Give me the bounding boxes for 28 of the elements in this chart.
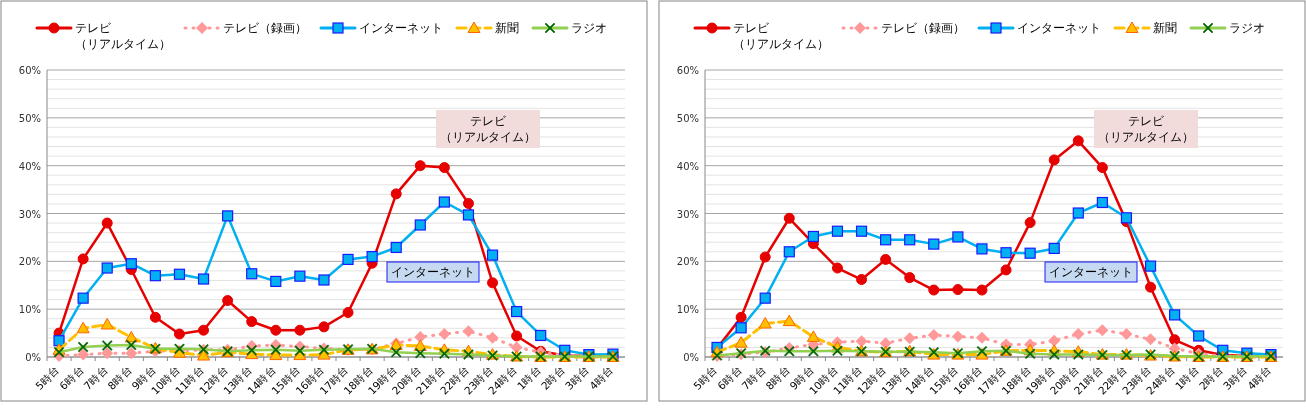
- y-tick-label: 60%: [676, 65, 699, 76]
- y-tick-label: 30%: [18, 208, 41, 220]
- legend-label: 新聞: [495, 21, 519, 35]
- y-tick-label: 40%: [18, 160, 41, 172]
- legend-label: テレビ（録画）: [223, 21, 307, 35]
- legend-label: ラジオ: [1229, 21, 1265, 35]
- legend-label: テレビ（リアルタイム）: [733, 21, 829, 52]
- y-tick-label: 60%: [18, 65, 41, 76]
- y-tick-label: 0%: [25, 352, 41, 363]
- annotation: インターネット: [1049, 265, 1133, 279]
- legend-label: テレビ（リアルタイム）: [75, 21, 171, 52]
- annotation: テレビ（リアルタイム）: [440, 114, 536, 145]
- y-tick-label: 20%: [676, 256, 699, 268]
- y-tick-label: 50%: [676, 112, 699, 124]
- y-tick-label: 10%: [676, 304, 699, 316]
- annotation: インターネット: [391, 265, 475, 279]
- annotation: テレビ（リアルタイム）: [1098, 114, 1194, 145]
- legend-label: 新聞: [1153, 21, 1177, 35]
- y-tick-label: 0%: [683, 352, 699, 363]
- y-tick-label: 30%: [676, 208, 699, 220]
- legend-label: ラジオ: [571, 21, 607, 35]
- y-tick-label: 10%: [18, 304, 41, 316]
- legend-label: インターネット: [1017, 21, 1101, 35]
- y-tick-label: 40%: [676, 160, 699, 172]
- y-tick-label: 20%: [18, 256, 41, 268]
- legend-label: テレビ（録画）: [881, 21, 965, 35]
- legend-label: インターネット: [359, 21, 443, 35]
- y-tick-label: 50%: [18, 112, 41, 124]
